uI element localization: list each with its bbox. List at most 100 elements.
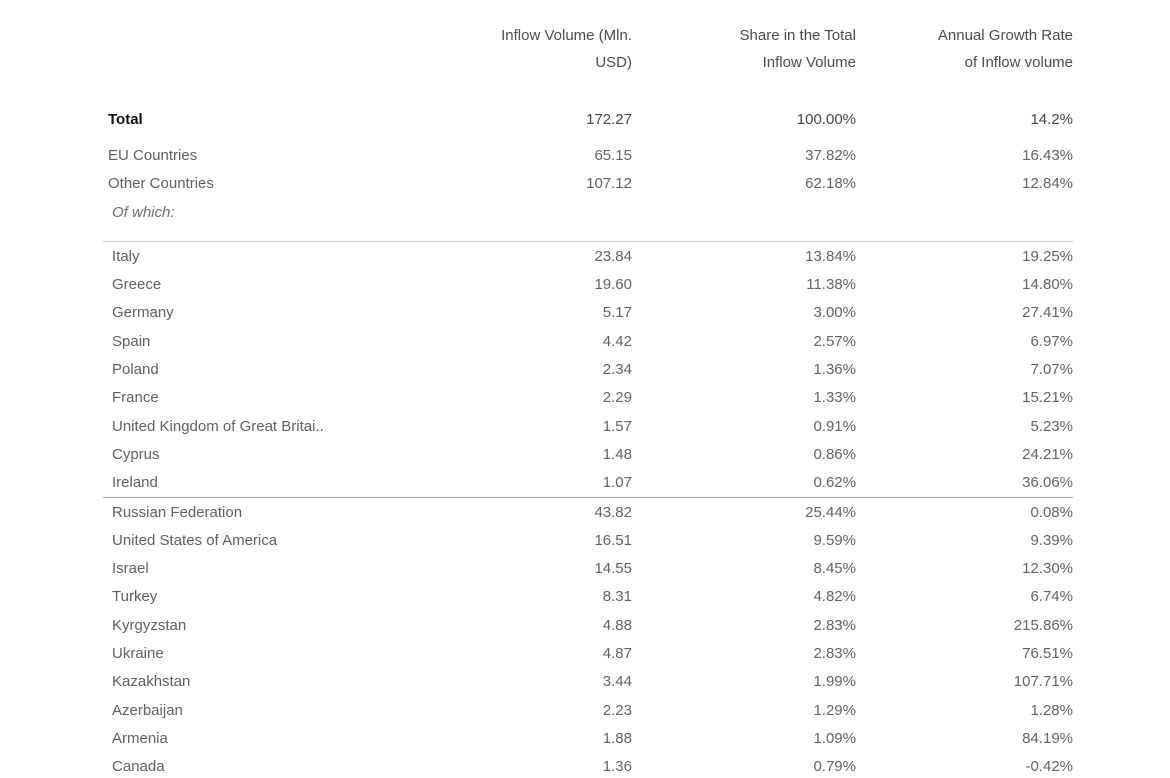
cell-growth-rate: 24.21% <box>1022 445 1073 463</box>
cell-inflow-volume: 4.87 <box>602 644 632 662</box>
cell-inflow-volume: 4.42 <box>602 332 632 350</box>
table-row: Ukraine 4.87 2.83% 76.51% <box>103 639 1170 667</box>
cell-growth-rate: -0.42% <box>1025 758 1073 776</box>
column-header-share: Share in the Total Inflow Volume <box>632 22 856 76</box>
table-row: Total 172.27 100.00% 14.2% <box>103 105 1170 133</box>
cell-inflow-volume: 4.88 <box>602 616 632 634</box>
table-row: Turkey 8.31 4.82% 6.74% <box>103 583 1170 611</box>
table-row: Germany 5.17 3.00% 27.41% <box>103 299 1170 327</box>
cell-growth-rate: 76.51% <box>1022 644 1073 662</box>
eu-country-rows: Italy 23.84 13.84% 19.25% Greece 19.60 1… <box>103 242 1170 497</box>
table-row: Russian Federation 43.82 25.44% 0.08% <box>103 498 1170 526</box>
row-label: France <box>112 389 159 407</box>
cell-growth-rate: 19.25% <box>1022 247 1073 265</box>
cell-inflow-volume: 23.84 <box>594 247 632 265</box>
cell-share: 2.57% <box>813 332 856 350</box>
cell-share: 0.86% <box>813 445 856 463</box>
row-label: Germany <box>112 304 174 322</box>
cell-growth-rate: 14.80% <box>1022 276 1073 294</box>
cell-inflow-volume: 1.57 <box>602 417 632 435</box>
table-row: Canada 1.36 0.79% -0.42% <box>103 753 1170 778</box>
cell-share: 2.83% <box>813 616 856 634</box>
cell-share: 37.82% <box>805 146 856 164</box>
cell-growth-rate: 9.39% <box>1030 531 1073 549</box>
cell-growth-rate: 15.21% <box>1022 389 1073 407</box>
cell-inflow-volume: 1.07 <box>602 474 632 492</box>
row-label: Kyrgyzstan <box>112 616 187 634</box>
row-label: Total <box>108 110 143 128</box>
cell-growth-rate: 12.84% <box>1022 175 1073 193</box>
row-label: Ireland <box>112 474 158 492</box>
cell-share: 25.44% <box>805 503 856 521</box>
cell-share: 1.36% <box>813 361 856 379</box>
table-row: EU Countries 65.15 37.82% 16.43% <box>103 141 1170 169</box>
table-row: Israel 14.55 8.45% 12.30% <box>103 554 1170 582</box>
row-label: United Kingdom of Great Britai.. <box>112 417 324 435</box>
column-header-line: Inflow Volume <box>762 54 856 71</box>
cell-growth-rate: 7.07% <box>1030 361 1073 379</box>
cell-share: 13.84% <box>805 247 856 265</box>
cell-share: 1.09% <box>813 729 856 747</box>
cell-inflow-volume: 107.12 <box>586 175 632 193</box>
cell-inflow-volume: 14.55 <box>594 560 632 578</box>
table-row: Azerbaijan 2.23 1.29% 1.28% <box>103 696 1170 724</box>
cell-share: 4.82% <box>813 588 856 606</box>
cell-growth-rate: 84.19% <box>1022 729 1073 747</box>
cell-growth-rate: 16.43% <box>1022 146 1073 164</box>
cell-inflow-volume: 172.27 <box>586 110 632 128</box>
cell-growth-rate: 14.2% <box>1030 110 1073 128</box>
column-header-line: Annual Growth Rate <box>937 27 1073 44</box>
cell-inflow-volume: 3.44 <box>602 673 632 691</box>
summary-rows: Total 172.27 100.00% 14.2% EU Countries … <box>103 105 1170 226</box>
cell-growth-rate: 107.71% <box>1013 673 1073 691</box>
row-label: Poland <box>112 361 159 379</box>
cell-inflow-volume: 2.23 <box>602 701 632 719</box>
row-label: Israel <box>112 560 149 578</box>
cell-share: 11.38% <box>806 276 856 294</box>
cell-share: 1.99% <box>813 673 856 691</box>
table-row: Of which: <box>103 198 1170 226</box>
cell-inflow-volume: 1.48 <box>602 445 632 463</box>
table-row: Spain 4.42 2.57% 6.97% <box>103 327 1170 355</box>
cell-growth-rate: 12.30% <box>1022 560 1073 578</box>
row-label: Armenia <box>112 729 168 747</box>
cell-inflow-volume: 8.31 <box>602 588 632 606</box>
cell-inflow-volume: 1.88 <box>602 729 632 747</box>
section-divider-middle <box>103 496 1073 498</box>
cell-growth-rate: 27.41% <box>1022 304 1073 322</box>
table-row: United Kingdom of Great Britai.. 1.57 0.… <box>103 412 1170 440</box>
cell-share: 1.29% <box>813 701 856 719</box>
other-country-rows: Russian Federation 43.82 25.44% 0.08% Un… <box>103 498 1170 778</box>
cell-inflow-volume: 2.29 <box>602 389 632 407</box>
cell-share: 2.83% <box>813 644 856 662</box>
table-row: Cyprus 1.48 0.86% 24.21% <box>103 440 1170 468</box>
column-header-inflow-volume: Inflow Volume (Mln. USD) <box>440 22 632 76</box>
cell-inflow-volume: 16.51 <box>594 531 632 549</box>
section-divider-top <box>103 241 1073 243</box>
cell-inflow-volume: 2.34 <box>602 361 632 379</box>
row-label: Of which: <box>112 203 175 221</box>
row-label: Kazakhstan <box>112 673 191 691</box>
row-label: Greece <box>112 276 162 294</box>
column-header-line: USD) <box>595 54 632 71</box>
cell-inflow-volume: 19.60 <box>594 276 632 294</box>
cell-share: 100.00% <box>796 110 856 128</box>
cell-inflow-volume: 1.36 <box>602 758 632 776</box>
table-row: Kazakhstan 3.44 1.99% 107.71% <box>103 668 1170 696</box>
table-row: Greece 19.60 11.38% 14.80% <box>103 270 1170 298</box>
table-row: Italy 23.84 13.84% 19.25% <box>103 242 1170 270</box>
cell-share: 3.00% <box>813 304 856 322</box>
column-header-line: of Inflow volume <box>964 54 1073 71</box>
cell-share: 9.59% <box>813 531 856 549</box>
cell-growth-rate: 5.23% <box>1030 417 1073 435</box>
cell-inflow-volume: 43.82 <box>594 503 632 521</box>
table-row: Ireland 1.07 0.62% 36.06% <box>103 469 1170 497</box>
table-row: Other Countries 107.12 62.18% 12.84% <box>103 170 1170 198</box>
column-header-line: Share in the Total <box>739 27 856 44</box>
table-row: Poland 2.34 1.36% 7.07% <box>103 355 1170 383</box>
cell-inflow-volume: 5.17 <box>602 304 632 322</box>
cell-growth-rate: 0.08% <box>1030 503 1073 521</box>
row-label: Ukraine <box>112 644 164 662</box>
cell-growth-rate: 1.28% <box>1030 701 1073 719</box>
